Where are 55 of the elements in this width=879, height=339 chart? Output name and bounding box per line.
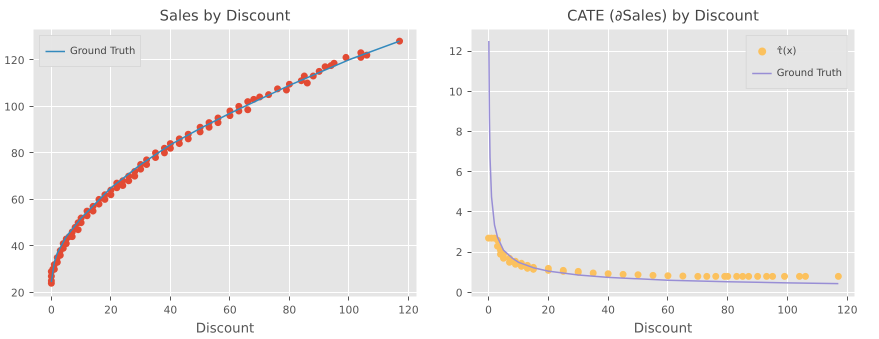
y-tick-label: 40 [10, 240, 25, 253]
y-tick-label: 12 [448, 45, 463, 58]
x-axis-title: Discount [196, 322, 254, 336]
point [796, 272, 803, 280]
point [754, 272, 762, 280]
x-tick-label: 80 [282, 304, 296, 316]
x-tick-label: 40 [164, 304, 178, 316]
y-tick-label: 60 [10, 193, 25, 206]
x-tick-label: 120 [837, 304, 858, 316]
point [745, 272, 752, 280]
line-series [488, 40, 840, 284]
point [712, 272, 720, 280]
point [781, 272, 788, 280]
point [733, 272, 740, 280]
point [703, 272, 710, 280]
x-tick-label: 0 [485, 304, 492, 316]
y-tick-label: 6 [456, 166, 463, 179]
point [590, 269, 597, 276]
point [649, 272, 656, 279]
point [763, 272, 770, 280]
chart-title: CATE (∂Sales) by Discount [567, 8, 760, 24]
point [604, 270, 612, 278]
legend-label: τ̂(x) [776, 46, 797, 56]
y-tick-label: 0 [456, 286, 463, 300]
y-tick-label: 4 [456, 206, 463, 219]
x-tick-label: 20 [104, 304, 118, 316]
x-tick-label: 60 [223, 304, 237, 316]
point [664, 272, 672, 280]
x-tick-label: 40 [601, 304, 616, 316]
point [634, 271, 642, 278]
y-tick-label: 20 [10, 286, 25, 300]
y-tick-label: 10 [448, 85, 463, 98]
x-tick-label: 80 [720, 304, 735, 316]
x-tick-label: 20 [542, 304, 556, 316]
point [679, 272, 686, 280]
point [802, 272, 809, 280]
y-tick-label: 8 [456, 126, 463, 139]
y-tick-label: 2 [456, 246, 462, 260]
y-tick-label: 80 [10, 146, 25, 160]
chart-title: Sales by Discount [160, 8, 291, 24]
point [739, 272, 746, 280]
x-axis-title: Discount [634, 322, 692, 336]
point [834, 272, 842, 280]
legend-label: Ground Truth [70, 46, 136, 56]
x-tick-label: 0 [48, 304, 55, 316]
point [769, 272, 776, 280]
point [694, 272, 702, 280]
point [620, 270, 627, 278]
y-tick-label: 120 [4, 54, 25, 67]
legend-label: Ground Truth [776, 68, 842, 78]
y-tick-label: 100 [4, 100, 25, 114]
x-tick-label: 100 [338, 304, 360, 316]
x-tick-label: 60 [661, 304, 675, 316]
x-tick-label: 120 [398, 304, 419, 316]
x-tick-label: 100 [777, 304, 798, 316]
